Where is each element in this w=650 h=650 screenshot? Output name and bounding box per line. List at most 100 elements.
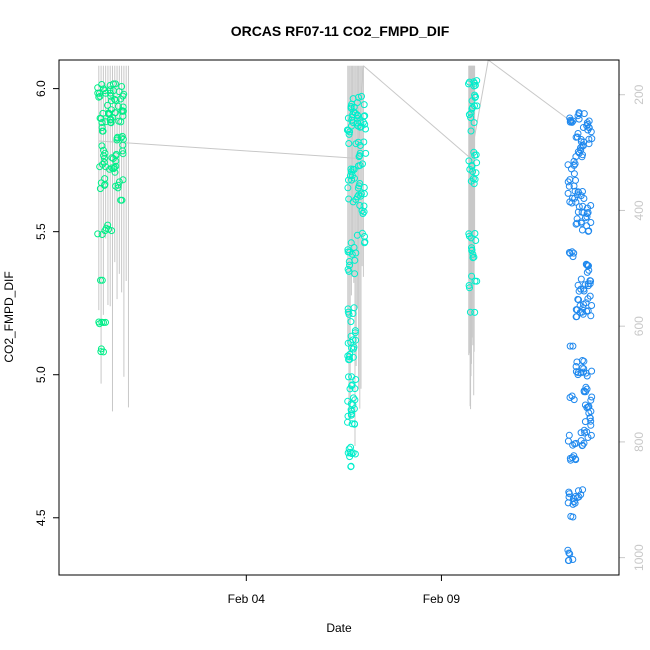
- data-point: [573, 215, 581, 223]
- data-point: [108, 97, 115, 105]
- data-point: [98, 81, 106, 88]
- data-point: [345, 195, 353, 203]
- data-point: [467, 234, 475, 242]
- data-point: [347, 332, 355, 340]
- data-point: [468, 272, 476, 280]
- data-point: [346, 172, 354, 180]
- data-point: [362, 125, 369, 133]
- data-point: [584, 307, 592, 315]
- data-point: [344, 418, 351, 426]
- data-point: [96, 185, 104, 193]
- data-point: [352, 376, 360, 383]
- data-point: [96, 320, 103, 328]
- data-point: [106, 86, 114, 94]
- data-point: [119, 147, 127, 155]
- pressure-connector: [470, 59, 489, 159]
- data-point: [581, 429, 589, 437]
- data-point: [101, 154, 108, 162]
- data-point: [588, 302, 596, 309]
- data-point: [467, 127, 475, 135]
- data-point: [97, 348, 105, 356]
- data-point: [583, 119, 591, 127]
- data-point: [572, 306, 580, 314]
- data-point: [110, 164, 118, 171]
- data-point: [346, 385, 354, 393]
- data-point: [587, 421, 595, 429]
- x-tick-label: Feb 09: [423, 592, 461, 606]
- data-point: [98, 142, 106, 150]
- data-point: [578, 142, 586, 150]
- data-point: [583, 268, 591, 276]
- data-point: [347, 411, 355, 419]
- data-point: [470, 119, 478, 127]
- data-point: [566, 394, 574, 401]
- axes: 4.5 5.0 5.5 6.0 Feb 04 Feb 09 200 400 600 800 1000: [34, 80, 646, 606]
- data-point: [353, 231, 361, 239]
- data-point: [470, 253, 478, 261]
- data-point: [119, 103, 127, 111]
- data-point: [585, 262, 592, 270]
- data-point: [568, 248, 576, 256]
- data-point: [587, 431, 595, 439]
- data-point: [107, 92, 115, 100]
- data-point: [584, 295, 592, 303]
- data-point: [109, 80, 117, 88]
- data-point: [567, 456, 575, 464]
- data-point: [573, 358, 581, 366]
- chart-title: ORCAS RF07-11 CO2_FMPD_DIF: [231, 23, 450, 39]
- data-point: [565, 431, 573, 439]
- data-point: [578, 364, 586, 372]
- data-point: [586, 280, 594, 288]
- data-point: [575, 109, 583, 117]
- data-point: [585, 140, 593, 148]
- data-point: [353, 111, 361, 119]
- data-point: [574, 369, 582, 377]
- data-point: [569, 441, 577, 449]
- data-point: [355, 93, 362, 101]
- data-point: [584, 209, 592, 216]
- data-point: [465, 157, 473, 165]
- data-point: [107, 119, 115, 127]
- data-point: [572, 153, 580, 161]
- data-point: [564, 546, 572, 554]
- data-point: [96, 92, 104, 100]
- data-point: [564, 437, 572, 445]
- data-point: [577, 275, 585, 283]
- data-point: [360, 101, 368, 109]
- data-point: [112, 182, 120, 190]
- data-point: [113, 134, 121, 142]
- data-point: [345, 310, 353, 318]
- data-point: [469, 175, 477, 183]
- data-point: [468, 246, 476, 254]
- y-tick-label: 4.5: [34, 509, 48, 526]
- data-point: [353, 193, 361, 201]
- data-point: [570, 452, 578, 460]
- y2-tick-label: 200: [632, 84, 646, 104]
- data-point: [346, 453, 354, 461]
- data-point: [360, 208, 368, 216]
- data-point: [579, 188, 586, 195]
- data-point: [104, 101, 111, 109]
- data-point: [345, 140, 353, 147]
- data-point: [569, 342, 577, 350]
- data-point: [470, 180, 478, 188]
- y-axis-label: CO2_FMPD_DIF: [2, 271, 16, 362]
- data-point: [112, 97, 120, 104]
- data-point: [579, 441, 587, 449]
- data-point: [580, 110, 588, 118]
- pressure-connector: [487, 59, 575, 125]
- data-point: [96, 163, 104, 171]
- data-point: [94, 230, 102, 238]
- data-point: [585, 135, 593, 143]
- data-point: [575, 115, 583, 123]
- data-point: [574, 295, 582, 303]
- data-point: [569, 556, 577, 563]
- data-point: [344, 339, 352, 347]
- data-point: [465, 111, 473, 119]
- data-point: [583, 213, 591, 221]
- data-point: [353, 114, 361, 122]
- data-point: [95, 93, 103, 101]
- data-point: [469, 250, 477, 258]
- data-point: [574, 130, 582, 137]
